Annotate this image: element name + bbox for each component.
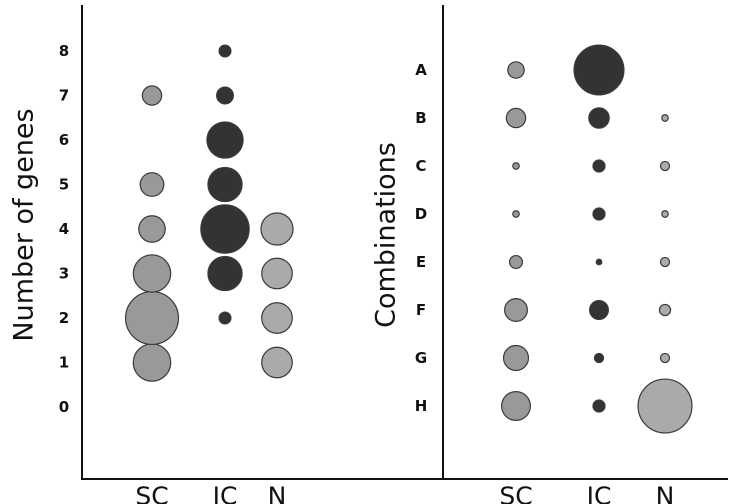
y-tick-label: 6	[59, 131, 69, 149]
y-tick-label: 8	[59, 42, 69, 60]
bubble-n-3	[261, 257, 293, 290]
bubble-ic-7	[216, 86, 234, 105]
bubble-n-d	[661, 210, 669, 218]
bubble-sc-3	[132, 254, 172, 293]
y-tick-label: 5	[59, 176, 69, 194]
bubble-sc-d	[512, 210, 520, 218]
bubble-ic-5	[207, 166, 243, 203]
bubble-ic-2	[218, 311, 232, 325]
bubble-ic-4	[200, 204, 250, 254]
bubble-sc-a	[507, 61, 525, 79]
bubble-sc-2	[124, 290, 180, 346]
panel-combinations: Combinations A B C D E F G H SC IC N	[371, 5, 728, 504]
y-tick-label: D	[415, 205, 427, 223]
y-tick-label: C	[415, 157, 426, 175]
bubble-sc-e	[508, 254, 524, 270]
bubble-ic-h	[592, 399, 606, 413]
x-category-label: IC	[587, 482, 612, 504]
y-tick-label: G	[415, 349, 427, 367]
y-tick-label: 1	[59, 354, 69, 372]
bubble-sc-1	[132, 343, 172, 382]
x-category-label: IC	[213, 482, 238, 504]
bubble-n-g	[659, 352, 671, 364]
y-tick-label: F	[416, 301, 426, 319]
bubble-sc-c	[512, 162, 520, 170]
y-axis-label: Number of genes	[9, 108, 40, 341]
y-tick-label: 2	[59, 309, 69, 327]
bubble-ic-d	[592, 207, 606, 221]
y-tick-label: 4	[59, 220, 69, 238]
bubble-n-e	[659, 256, 671, 268]
y-axis-label: Combinations	[371, 142, 402, 328]
x-category-label: N	[268, 482, 287, 504]
bubble-ic-6	[206, 121, 244, 159]
bubble-sc-b	[505, 107, 527, 129]
y-tick-label: A	[415, 61, 427, 79]
bubble-ic-a	[573, 44, 625, 96]
y-tick-label: E	[416, 253, 426, 271]
x-category-label: SC	[135, 482, 168, 504]
y-tick-label: H	[415, 397, 428, 415]
bubble-n-c	[659, 160, 671, 172]
bubble-ic-8	[218, 44, 232, 58]
bubble-n-b	[661, 114, 669, 122]
panel-genes: Number of genes 0 1 2 3 4 5 6 7 8 SC IC N	[9, 5, 728, 504]
bubble-ic-e	[595, 258, 603, 266]
y-tick-label: 7	[59, 87, 69, 105]
bubble-ic-3	[207, 255, 243, 292]
bubble-sc-h	[501, 391, 532, 422]
bubble-sc-f	[504, 298, 528, 322]
bubble-ic-b	[588, 107, 610, 129]
bubble-sc-5	[139, 172, 165, 197]
y-tick-label: 0	[59, 398, 69, 416]
bubble-sc-7	[141, 85, 163, 106]
bubble-n-f	[658, 303, 672, 317]
bubble-n-2	[261, 302, 293, 334]
y-tick-label: 3	[59, 265, 69, 283]
y-tick-label: B	[415, 109, 426, 127]
bubble-n-4	[260, 212, 294, 246]
bubble-ic-c	[592, 159, 606, 173]
x-category-label: N	[656, 482, 675, 504]
bubble-ic-f	[589, 300, 609, 320]
bubble-ic-g	[593, 352, 605, 364]
bubble-sc-4	[138, 215, 166, 243]
x-category-label: SC	[499, 482, 532, 504]
bubble-n-1	[261, 346, 293, 379]
bubble-n-h	[637, 378, 693, 434]
bubble-sc-g	[502, 344, 530, 372]
